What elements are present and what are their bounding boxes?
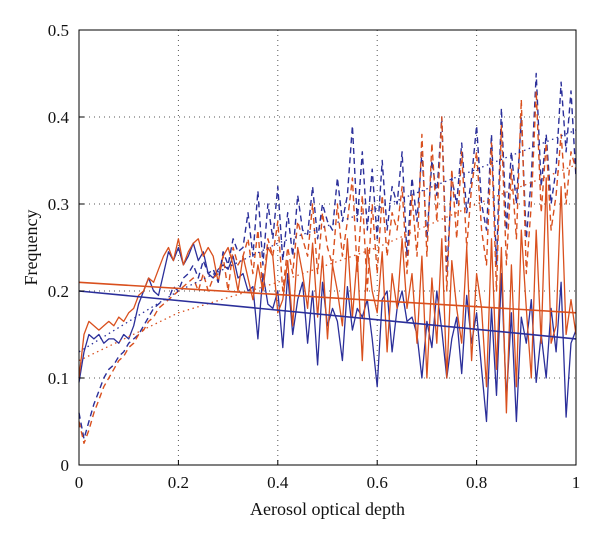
x-tick-label: 0.4 — [267, 473, 289, 492]
x-tick-label: 0.2 — [168, 473, 189, 492]
orange-solid-series-line — [78, 177, 577, 414]
ticks: 0 0.2 0.4 0.6 0.8 1 0 0.1 0.2 0.3 0.4 0.5 — [48, 21, 581, 492]
y-tick-label: 0.2 — [48, 282, 69, 301]
orange-trend-series-line — [78, 281, 577, 314]
y-tick-label: 0.1 — [48, 369, 69, 388]
x-tick-label: 0 — [75, 473, 84, 492]
orange-dotted-series-line — [78, 164, 577, 362]
series-layer — [78, 72, 577, 444]
y-tick-label: 0.4 — [48, 108, 70, 127]
blue-solid-series-line — [78, 242, 577, 423]
y-tick-label: 0 — [61, 456, 70, 475]
y-axis-label: Frequency — [21, 210, 41, 286]
plot-frame — [78, 29, 577, 466]
x-tick-label: 1 — [572, 473, 581, 492]
x-tick-label: 0.6 — [367, 473, 388, 492]
y-tick-label: 0.3 — [48, 195, 69, 214]
x-axis-label: Aerosol optical depth — [250, 499, 405, 519]
x-tick-label: 0.8 — [466, 473, 487, 492]
blue-dashed-series-line — [78, 72, 577, 440]
blue-dotted-series-line — [78, 129, 577, 353]
blue-trend-series-line — [78, 290, 577, 340]
orange-dashed-series-line — [78, 90, 577, 444]
y-tick-label: 0.5 — [48, 21, 69, 40]
